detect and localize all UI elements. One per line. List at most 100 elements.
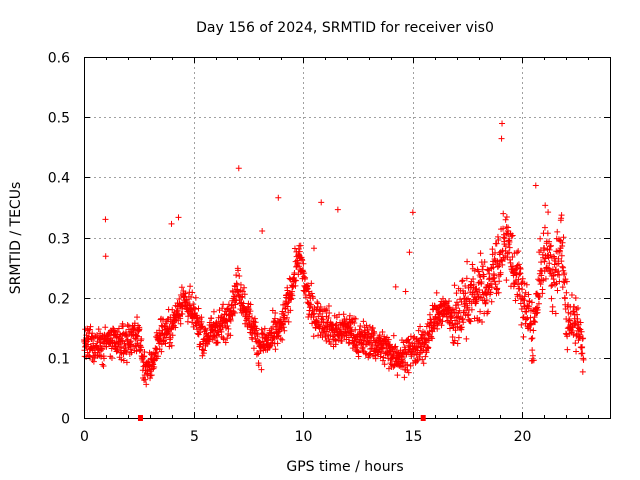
data-point bbox=[274, 333, 281, 340]
data-point bbox=[171, 317, 178, 324]
data-point bbox=[477, 250, 484, 257]
data-point bbox=[559, 284, 566, 291]
data-point bbox=[120, 323, 127, 330]
data-point bbox=[214, 339, 221, 346]
data-point bbox=[546, 238, 553, 245]
data-point bbox=[537, 281, 544, 288]
data-point bbox=[300, 260, 307, 267]
y-axis-label: SRMTID / TECUs bbox=[8, 182, 24, 295]
data-point bbox=[529, 335, 536, 342]
y-tick-label: 0 bbox=[61, 412, 70, 428]
data-point bbox=[527, 321, 534, 328]
data-point bbox=[151, 364, 158, 371]
data-point bbox=[363, 322, 370, 329]
data-point bbox=[456, 307, 463, 314]
data-point bbox=[404, 361, 411, 368]
data-point bbox=[312, 325, 319, 332]
data-point bbox=[555, 268, 562, 275]
data-point bbox=[394, 372, 401, 379]
data-point bbox=[148, 372, 155, 379]
data-point bbox=[366, 351, 373, 358]
data-point bbox=[562, 276, 569, 283]
data-point bbox=[547, 267, 554, 274]
data-point bbox=[377, 337, 384, 344]
data-point bbox=[449, 306, 456, 313]
data-point bbox=[425, 344, 432, 351]
data-point bbox=[574, 305, 581, 312]
data-point bbox=[223, 306, 230, 313]
data-point bbox=[307, 301, 314, 308]
data-point bbox=[422, 336, 429, 343]
data-point bbox=[299, 257, 306, 264]
data-point bbox=[355, 353, 362, 360]
y-axis-ticks: 0 0.1 0.2 0.3 0.4 0.5 0.6 bbox=[48, 51, 610, 428]
data-point bbox=[475, 279, 482, 286]
data-point bbox=[275, 194, 282, 201]
data-point bbox=[505, 224, 512, 231]
data-point bbox=[295, 271, 302, 278]
data-point bbox=[423, 349, 430, 356]
data-point bbox=[471, 315, 478, 322]
data-point bbox=[166, 330, 173, 337]
data-point bbox=[513, 249, 520, 256]
data-point bbox=[438, 322, 445, 329]
x-tick-label: 15 bbox=[405, 429, 423, 445]
data-point bbox=[99, 361, 106, 368]
data-point bbox=[495, 237, 502, 244]
data-point bbox=[380, 354, 387, 361]
data-point bbox=[122, 332, 129, 339]
data-point bbox=[460, 319, 467, 326]
data-point bbox=[515, 261, 522, 268]
data-point bbox=[455, 334, 462, 341]
data-point bbox=[325, 314, 332, 321]
data-point bbox=[518, 321, 525, 328]
data-point bbox=[467, 318, 474, 325]
data-point bbox=[424, 343, 431, 350]
data-point bbox=[208, 315, 215, 322]
data-point bbox=[485, 267, 492, 274]
data-point bbox=[86, 326, 93, 333]
data-point bbox=[325, 303, 332, 310]
data-point bbox=[202, 325, 209, 332]
data-point bbox=[174, 307, 181, 314]
data-point bbox=[118, 337, 125, 344]
data-point bbox=[549, 303, 556, 310]
data-point bbox=[199, 352, 206, 359]
data-point bbox=[509, 268, 516, 275]
data-point bbox=[554, 228, 561, 235]
data-point bbox=[410, 335, 417, 342]
data-point bbox=[305, 288, 312, 295]
data-point bbox=[425, 337, 432, 344]
data-point bbox=[530, 357, 537, 364]
data-point bbox=[278, 319, 285, 326]
data-point bbox=[133, 348, 140, 355]
data-point bbox=[224, 323, 231, 330]
data-point bbox=[573, 348, 580, 355]
data-point bbox=[548, 283, 555, 290]
data-point bbox=[516, 285, 523, 292]
data-point bbox=[323, 306, 330, 313]
data-point bbox=[311, 310, 318, 317]
data-point bbox=[287, 307, 294, 314]
data-point bbox=[128, 338, 135, 345]
data-point bbox=[510, 272, 517, 279]
data-point bbox=[454, 340, 461, 347]
data-point bbox=[560, 234, 567, 241]
data-point bbox=[579, 368, 586, 375]
data-point bbox=[156, 327, 163, 334]
data-point bbox=[480, 273, 487, 280]
data-point bbox=[225, 301, 232, 308]
data-point bbox=[540, 277, 547, 284]
data-point bbox=[470, 281, 477, 288]
gap-marker bbox=[420, 415, 426, 421]
data-point bbox=[532, 319, 539, 326]
data-point bbox=[534, 306, 541, 313]
data-point bbox=[564, 346, 571, 353]
data-point bbox=[318, 199, 325, 206]
data-point bbox=[475, 268, 482, 275]
data-point bbox=[143, 381, 150, 388]
data-point bbox=[212, 320, 219, 327]
data-point bbox=[251, 315, 258, 322]
data-point bbox=[108, 354, 115, 361]
data-point bbox=[429, 328, 436, 335]
